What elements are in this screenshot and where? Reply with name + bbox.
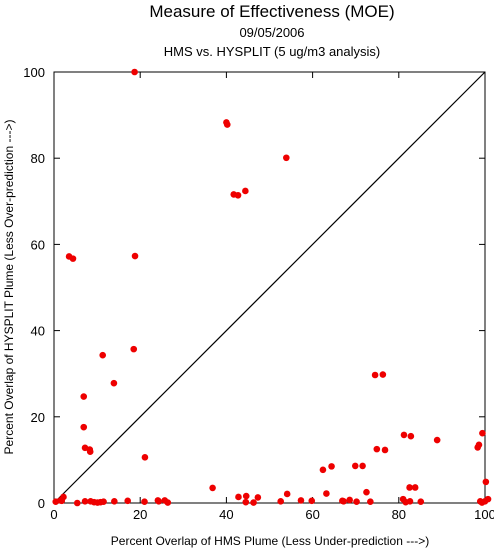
x-tick-label: 0 (50, 507, 57, 522)
data-point (234, 191, 242, 199)
data-points (52, 68, 492, 507)
data-point (58, 497, 66, 505)
data-point (479, 429, 486, 437)
data-point (242, 492, 250, 500)
data-point (141, 454, 149, 461)
data-point (482, 478, 490, 486)
data-point (476, 497, 484, 505)
data-point (209, 484, 216, 492)
data-point (406, 484, 413, 491)
data-point (110, 379, 118, 387)
x-tick-label: 100 (474, 507, 494, 522)
y-tick-label: 80 (31, 151, 45, 166)
data-point (373, 445, 381, 453)
data-point (130, 345, 138, 353)
x-tick-label: 80 (392, 507, 406, 522)
data-point (141, 498, 148, 506)
chart-subtitle: HMS vs. HYSPLIT (5 ug/m3 analysis) (164, 44, 381, 59)
data-point (99, 351, 107, 359)
data-point (351, 462, 359, 470)
data-point (100, 498, 107, 506)
data-point (131, 68, 138, 76)
plot-frame (53, 71, 486, 504)
y-tick-label: 100 (23, 65, 45, 80)
data-point (235, 493, 242, 501)
data-point (353, 498, 360, 506)
data-point (124, 497, 132, 505)
data-point (323, 490, 330, 497)
data-point (417, 498, 425, 506)
x-axis-label: Percent Overlap of HMS Plume (Less Under… (111, 534, 429, 548)
data-point (411, 484, 419, 491)
y-tick-label: 20 (31, 410, 45, 425)
y-axis-label: Percent Overlap of HYSPLIT Plume (Less O… (2, 120, 16, 455)
data-point (73, 499, 81, 507)
data-point (81, 497, 89, 505)
y-tick-label: 40 (31, 324, 45, 339)
data-point (242, 187, 249, 195)
data-point (328, 463, 335, 470)
one-to-one-line (53, 71, 486, 504)
data-point (363, 488, 370, 496)
data-point (52, 498, 60, 506)
data-point (400, 431, 408, 439)
data-point (406, 497, 414, 505)
data-point (379, 371, 387, 378)
x-tick-label: 20 (133, 507, 147, 522)
data-point (381, 446, 389, 454)
data-point (69, 255, 77, 262)
data-point (80, 393, 88, 400)
x-tick-label: 60 (305, 507, 319, 522)
x-tick-label: 40 (219, 507, 233, 522)
data-point (484, 495, 492, 503)
data-point (371, 371, 379, 379)
data-point (474, 444, 481, 451)
data-point (297, 497, 305, 504)
y-tick-label: 0 (38, 496, 45, 511)
data-point (367, 498, 374, 506)
data-point (283, 490, 291, 498)
data-point (319, 466, 327, 474)
data-point (131, 252, 139, 260)
data-point (283, 154, 290, 162)
data-point (250, 499, 257, 506)
data-point (155, 497, 163, 505)
data-point (111, 497, 118, 505)
data-point (80, 423, 88, 431)
data-point (359, 462, 366, 470)
data-point (223, 121, 231, 128)
data-point (407, 432, 415, 440)
chart-title: Measure of Effectiveness (MOE) (149, 2, 394, 21)
data-point (308, 497, 316, 505)
chart-date: 09/05/2006 (239, 25, 304, 40)
data-point (86, 448, 94, 456)
data-point (242, 498, 250, 506)
y-tick-label: 60 (31, 237, 45, 252)
data-point (346, 496, 353, 504)
data-point (164, 499, 172, 506)
data-point (254, 494, 262, 501)
data-point (339, 497, 346, 505)
data-point (433, 436, 441, 444)
data-point (277, 497, 285, 505)
